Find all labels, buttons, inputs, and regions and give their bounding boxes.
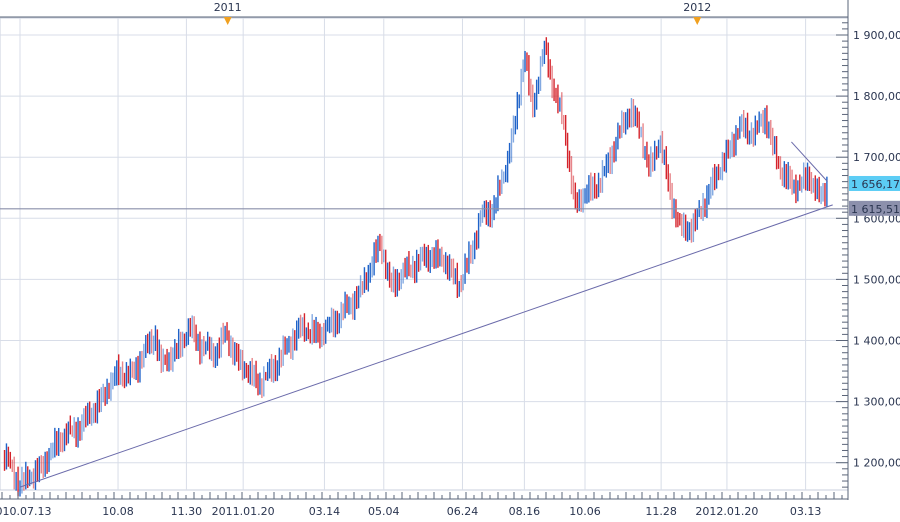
trend-line[interactable] <box>19 204 833 488</box>
x-tick-label: 03.13 <box>790 505 822 518</box>
x-tick-label: 03.14 <box>309 505 341 518</box>
last-price-label: 1 656,17 <box>851 178 900 191</box>
x-tick-label: 11.28 <box>645 505 677 518</box>
hline-price-badge <box>849 200 900 216</box>
x-tick-label: 06.24 <box>447 505 479 518</box>
y-tick-label: 1 200,00 <box>853 457 900 470</box>
x-tick-label: 11.30 <box>171 505 203 518</box>
year-marker-icon <box>223 17 232 25</box>
y-tick-label: 1 700,00 <box>853 151 900 164</box>
year-label: 2012 <box>683 1 711 14</box>
y-tick-label: 1 400,00 <box>853 335 900 348</box>
y-tick-label: 1 900,00 <box>853 29 900 42</box>
x-tick-label: 10.08 <box>102 505 134 518</box>
x-tick-label: 2010.07.13 <box>0 505 51 518</box>
year-marker-icon <box>693 17 702 25</box>
x-tick-label: 05.04 <box>368 505 400 518</box>
y-tick-label: 1 800,00 <box>853 90 900 103</box>
last-price-badge <box>849 175 900 191</box>
year-label: 2011 <box>214 1 242 14</box>
x-tick-label: 10.06 <box>569 505 601 518</box>
x-tick-label: 2011.01.20 <box>212 505 275 518</box>
x-tick-label: 2012.01.20 <box>695 505 758 518</box>
y-tick-label: 1 300,00 <box>853 396 900 409</box>
hline-price-label: 1 615,51 <box>851 203 900 216</box>
trend-line[interactable] <box>791 141 828 182</box>
x-tick-label: 08.16 <box>509 505 541 518</box>
y-tick-label: 1 500,00 <box>853 273 900 286</box>
